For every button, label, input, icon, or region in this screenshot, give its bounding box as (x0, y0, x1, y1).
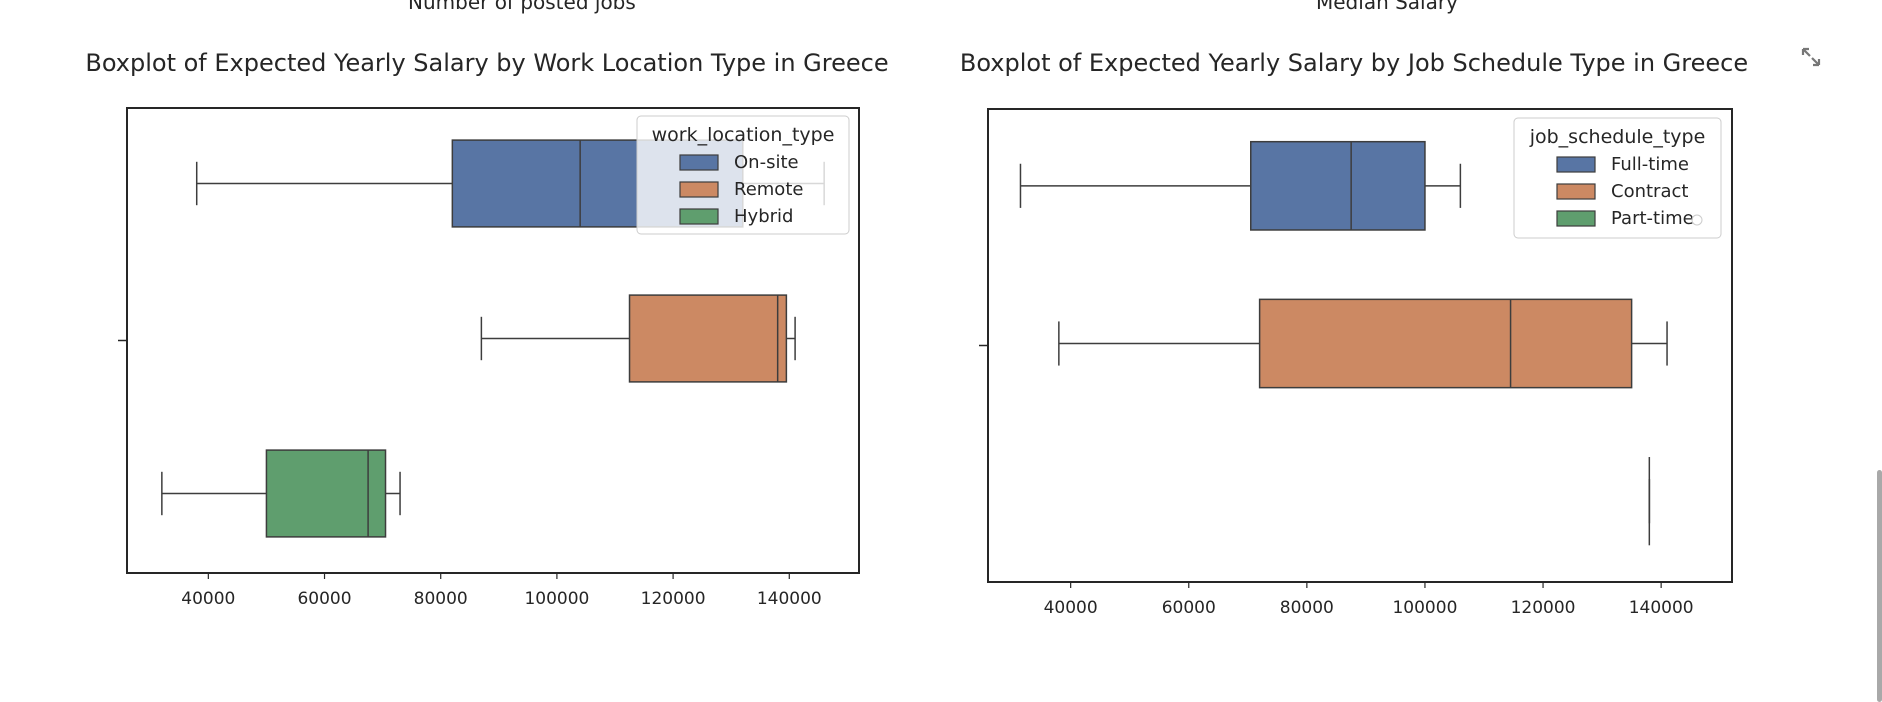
legend-swatch (679, 208, 719, 225)
legend-item: On-site (679, 152, 799, 173)
legend: job_schedule_type Full-time Contract Part-… (1513, 117, 1722, 239)
legend-item: Contract (1556, 181, 1688, 202)
legend-label: Contract (1611, 181, 1688, 202)
x-tick-label: 140000 (1629, 598, 1694, 618)
box-contract (1058, 298, 1668, 389)
expand-arrows-icon (1801, 47, 1821, 67)
cursor-indicator (1691, 214, 1703, 226)
legend-label: Remote (734, 179, 803, 200)
x-tick-label: 80000 (414, 589, 468, 609)
legend-background (636, 115, 850, 235)
legend-item: Remote (679, 179, 803, 200)
legend-title: work_location_type (652, 124, 835, 146)
boxes-group (979, 140, 1668, 546)
iqr-box (1258, 298, 1633, 389)
legend-label: Hybrid (734, 206, 793, 227)
box-hybrid (161, 449, 401, 538)
scrollbar[interactable] (1874, 0, 1882, 702)
box-full-time (1019, 140, 1462, 231)
legend-label: Part-time (1611, 208, 1694, 229)
x-tick-label: 40000 (181, 589, 235, 609)
work-location-boxplot-chart: Boxplot of Expected Yearly Salary by Wor… (85, 49, 888, 609)
x-tick-label: 140000 (757, 589, 822, 609)
previous-chart-title-right: Median Salary (1316, 0, 1458, 14)
legend-items: On-site Remote Hybrid (679, 152, 803, 227)
x-tick-label: 100000 (1392, 598, 1457, 618)
x-tick-label: 80000 (1280, 598, 1334, 618)
x-tick-label: 40000 (1044, 598, 1098, 618)
box-remote (480, 294, 796, 383)
legend: work_location_type On-site Remote Hybrid (636, 115, 850, 235)
job-schedule-boxplot-chart: Boxplot of Expected Yearly Salary by Job… (960, 49, 1748, 618)
legend-swatch (1556, 183, 1596, 200)
chart-title: Boxplot of Expected Yearly Salary by Wor… (85, 49, 888, 77)
legend-swatch (1556, 156, 1596, 173)
legend-items: Full-time Contract Part-time (1556, 154, 1694, 229)
legend-swatch (679, 181, 719, 198)
legend-label: On-site (734, 152, 799, 173)
chart-title: Boxplot of Expected Yearly Salary by Job… (960, 49, 1748, 77)
legend-label: Full-time (1611, 154, 1689, 175)
x-tick-label: 60000 (297, 589, 351, 609)
iqr-box (1250, 140, 1426, 231)
x-tick-label: 60000 (1162, 598, 1216, 618)
x-tick-label: 100000 (524, 589, 589, 609)
legend-title: job_schedule_type (1529, 126, 1706, 148)
legend-item: Part-time (1556, 208, 1694, 229)
iqr-box (265, 449, 387, 538)
legend-item: Hybrid (679, 206, 793, 227)
scrollbar-thumb[interactable] (1877, 470, 1882, 702)
previous-chart-title-left: Number of posted jobs (408, 0, 636, 14)
x-tick-label: 120000 (1511, 598, 1576, 618)
legend-background (1513, 117, 1722, 239)
legend-swatch (679, 154, 719, 171)
legend-swatch (1556, 210, 1596, 227)
iqr-box (628, 294, 788, 383)
x-axis-ticks: 40000 60000 80000 100000 120000 140000 (181, 573, 822, 609)
x-axis-ticks: 40000 60000 80000 100000 120000 140000 (1044, 582, 1694, 618)
x-tick-label: 120000 (641, 589, 706, 609)
legend-item: Full-time (1556, 154, 1689, 175)
expand-icon[interactable] (1800, 46, 1822, 68)
